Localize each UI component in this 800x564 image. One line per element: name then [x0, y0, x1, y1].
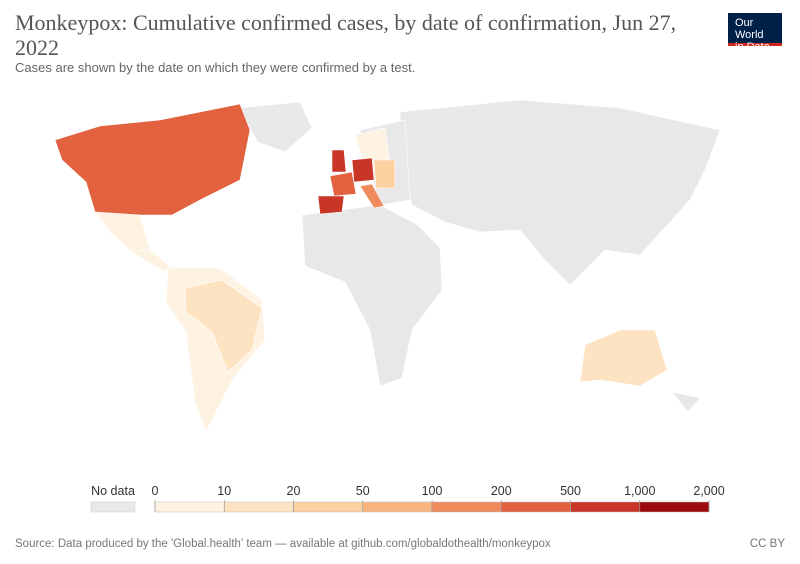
source: Source: Data produced by the 'Global.hea…: [15, 538, 551, 550]
france[interactable]: [329, 171, 357, 197]
asia[interactable]: [399, 99, 721, 286]
logo-text: in Data: [735, 41, 770, 53]
brazil[interactable]: [184, 279, 263, 373]
legend-tick-label: 200: [491, 484, 512, 498]
legend-tick-label: 500: [560, 484, 581, 498]
legend-tick-label: 20: [287, 484, 301, 498]
greenland[interactable]: [237, 101, 313, 153]
central-europe[interactable]: [373, 159, 396, 189]
logo[interactable]: Our World in Data: [728, 13, 782, 53]
legend-tick-label: 50: [356, 484, 370, 498]
legend-tick-label: 0: [152, 484, 159, 498]
map: No data 0 10 20 50 100 200 500 1,000 2,000: [54, 99, 725, 513]
new-zealand[interactable]: [671, 391, 701, 413]
legend-tick-label: 10: [217, 484, 231, 498]
countries: [54, 99, 721, 433]
legend-label: No data: [91, 484, 135, 498]
mexico[interactable]: [94, 211, 151, 253]
uk[interactable]: [331, 149, 347, 173]
legend-swatch: [570, 501, 640, 513]
africa[interactable]: [301, 204, 443, 387]
legend-tick-label: 2,000: [693, 484, 724, 498]
legend-swatch: [639, 501, 710, 513]
license[interactable]: CC BY: [749, 538, 785, 550]
north-america[interactable]: [54, 103, 251, 216]
legend-tick-label: 100: [422, 484, 443, 498]
italy[interactable]: [359, 183, 385, 209]
legend-swatch: [224, 501, 294, 513]
germany[interactable]: [351, 157, 375, 183]
legend-swatch: [501, 501, 571, 513]
australia[interactable]: [579, 329, 668, 387]
legend-tick-label: 1,000: [624, 484, 655, 498]
legend-swatch: [90, 501, 136, 513]
logo-text: Our World: [735, 17, 764, 41]
title: Monkeypox: Cumulative confirmed cases, b…: [15, 10, 677, 60]
legend-swatch: [154, 501, 225, 513]
legend-swatch: [431, 501, 502, 513]
central-america[interactable]: [131, 249, 173, 273]
legend-swatch: [293, 501, 363, 513]
spain[interactable]: [317, 195, 345, 215]
subtitle: Cases are shown by the date on which the…: [15, 60, 416, 75]
legend-swatch: [362, 501, 433, 513]
